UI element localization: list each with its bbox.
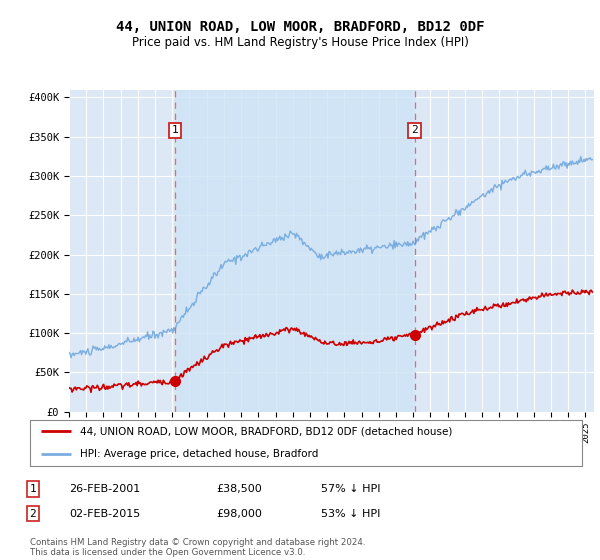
Text: 44, UNION ROAD, LOW MOOR, BRADFORD, BD12 0DF: 44, UNION ROAD, LOW MOOR, BRADFORD, BD12… bbox=[116, 20, 484, 34]
Text: 2: 2 bbox=[411, 125, 418, 136]
Text: 44, UNION ROAD, LOW MOOR, BRADFORD, BD12 0DF (detached house): 44, UNION ROAD, LOW MOOR, BRADFORD, BD12… bbox=[80, 427, 452, 436]
Text: 53% ↓ HPI: 53% ↓ HPI bbox=[321, 508, 380, 519]
Text: 1: 1 bbox=[172, 125, 178, 136]
Text: 2: 2 bbox=[29, 508, 37, 519]
Text: 26-FEB-2001: 26-FEB-2001 bbox=[69, 484, 140, 494]
Text: 1: 1 bbox=[29, 484, 37, 494]
Text: Price paid vs. HM Land Registry's House Price Index (HPI): Price paid vs. HM Land Registry's House … bbox=[131, 36, 469, 49]
Text: Contains HM Land Registry data © Crown copyright and database right 2024.
This d: Contains HM Land Registry data © Crown c… bbox=[30, 538, 365, 557]
Bar bbox=[175, 90, 415, 412]
Text: 57% ↓ HPI: 57% ↓ HPI bbox=[321, 484, 380, 494]
Text: £98,000: £98,000 bbox=[216, 508, 262, 519]
Text: HPI: Average price, detached house, Bradford: HPI: Average price, detached house, Brad… bbox=[80, 450, 318, 459]
Text: 02-FEB-2015: 02-FEB-2015 bbox=[69, 508, 140, 519]
Text: £38,500: £38,500 bbox=[216, 484, 262, 494]
